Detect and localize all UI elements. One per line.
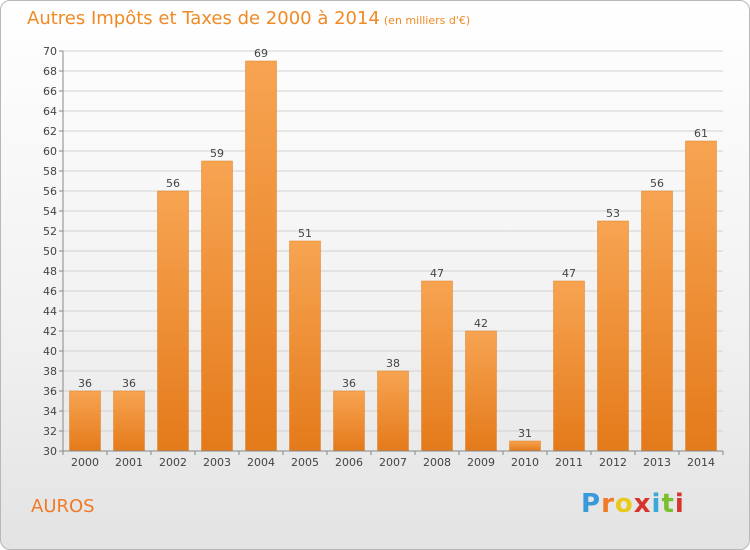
data-label: 38 xyxy=(386,357,400,370)
x-tick-label: 2004 xyxy=(247,456,275,469)
logo-letter: o xyxy=(614,489,634,519)
data-label: 59 xyxy=(210,147,224,160)
data-label: 47 xyxy=(430,267,444,280)
y-tick-label: 62 xyxy=(43,125,57,138)
logo-letter: t xyxy=(661,489,675,519)
logo-letter: i xyxy=(674,489,685,519)
data-label: 36 xyxy=(78,377,92,390)
y-tick-label: 54 xyxy=(43,205,57,218)
y-tick-label: 36 xyxy=(43,385,57,398)
bar-2002 xyxy=(157,190,189,452)
y-tick-label: 52 xyxy=(43,225,57,238)
y-tick-label: 60 xyxy=(43,145,57,158)
y-tick-label: 40 xyxy=(43,345,57,358)
y-tick-label: 66 xyxy=(43,85,57,98)
bar-2008 xyxy=(421,280,453,452)
x-tick-label: 2002 xyxy=(159,456,187,469)
x-axis-ticks: 2000 2001 2002 2003 2004 2005 2006 2007 2008 2009… xyxy=(62,451,724,469)
x-tick-label: 2008 xyxy=(423,456,451,469)
y-tick-label: 68 xyxy=(43,65,57,78)
bar-2010 xyxy=(509,440,541,452)
x-tick-label: 2009 xyxy=(467,456,495,469)
chart-subtitle: (en milliers d'€) xyxy=(383,14,471,27)
bar-2007 xyxy=(377,370,409,452)
y-tick-label: 38 xyxy=(43,365,57,378)
x-tick-label: 2010 xyxy=(511,456,539,469)
x-tick-label: 2014 xyxy=(687,456,715,469)
bar-2001 xyxy=(113,390,145,452)
logo-letter: i xyxy=(651,489,662,519)
data-label: 69 xyxy=(254,47,268,60)
y-tick-label: 44 xyxy=(43,305,57,318)
chart-title-main: Autres Impôts et Taxes de 2000 à 2014 xyxy=(27,8,380,29)
bars xyxy=(69,60,717,452)
bar-2014 xyxy=(685,140,717,452)
y-tick-label: 30 xyxy=(43,445,57,458)
data-label: 56 xyxy=(650,177,664,190)
y-tick-label: 64 xyxy=(43,105,57,118)
y-tick-label: 32 xyxy=(43,425,57,438)
bar-2000 xyxy=(69,390,101,452)
bar-2012 xyxy=(597,220,629,452)
y-tick-label: 46 xyxy=(43,285,57,298)
bar-2006 xyxy=(333,390,365,452)
x-tick-label: 2012 xyxy=(599,456,627,469)
y-tick-label: 34 xyxy=(43,405,57,418)
y-tick-label: 50 xyxy=(43,245,57,258)
data-label: 56 xyxy=(166,177,180,190)
data-label: 36 xyxy=(342,377,356,390)
x-tick-label: 2000 xyxy=(71,456,99,469)
logo-letter: P xyxy=(581,489,602,519)
data-label: 53 xyxy=(606,207,620,220)
data-label: 47 xyxy=(562,267,576,280)
data-labels: 36 36 56 59 69 51 36 38 47 42 31 47 53 56 61 xyxy=(78,47,708,440)
y-tick-label: 48 xyxy=(43,265,57,278)
data-label: 61 xyxy=(694,127,708,140)
x-tick-label: 2006 xyxy=(335,456,363,469)
location-label: AUROS xyxy=(31,496,95,517)
y-tick-label: 56 xyxy=(43,185,57,198)
bar-2009 xyxy=(465,330,497,452)
bar-2004 xyxy=(245,60,277,452)
x-tick-label: 2011 xyxy=(555,456,583,469)
bar-2013 xyxy=(641,190,673,452)
proxiti-logo: Proxiti xyxy=(581,489,685,519)
bar-2003 xyxy=(201,160,233,452)
chart-title: Autres Impôts et Taxes de 2000 à 2014 (en… xyxy=(27,8,470,29)
y-tick-label: 58 xyxy=(43,165,57,178)
data-label: 51 xyxy=(298,227,312,240)
x-tick-label: 2003 xyxy=(203,456,231,469)
x-tick-label: 2005 xyxy=(291,456,319,469)
y-tick-label: 42 xyxy=(43,325,57,338)
logo-letter: r xyxy=(601,489,615,519)
data-label: 42 xyxy=(474,317,488,330)
data-label: 36 xyxy=(122,377,136,390)
logo-letter: x xyxy=(633,489,652,519)
x-tick-label: 2001 xyxy=(115,456,143,469)
data-label: 31 xyxy=(518,427,532,440)
x-tick-label: 2013 xyxy=(643,456,671,469)
bar-2011 xyxy=(553,280,585,452)
bar-2005 xyxy=(289,240,321,452)
y-tick-label: 70 xyxy=(43,45,57,58)
x-tick-label: 2007 xyxy=(379,456,407,469)
y-axis-ticks: 30 32 34 36 38 40 42 44 46 48 50 52 54 56 58 60 62 64 66 68… xyxy=(43,45,63,458)
